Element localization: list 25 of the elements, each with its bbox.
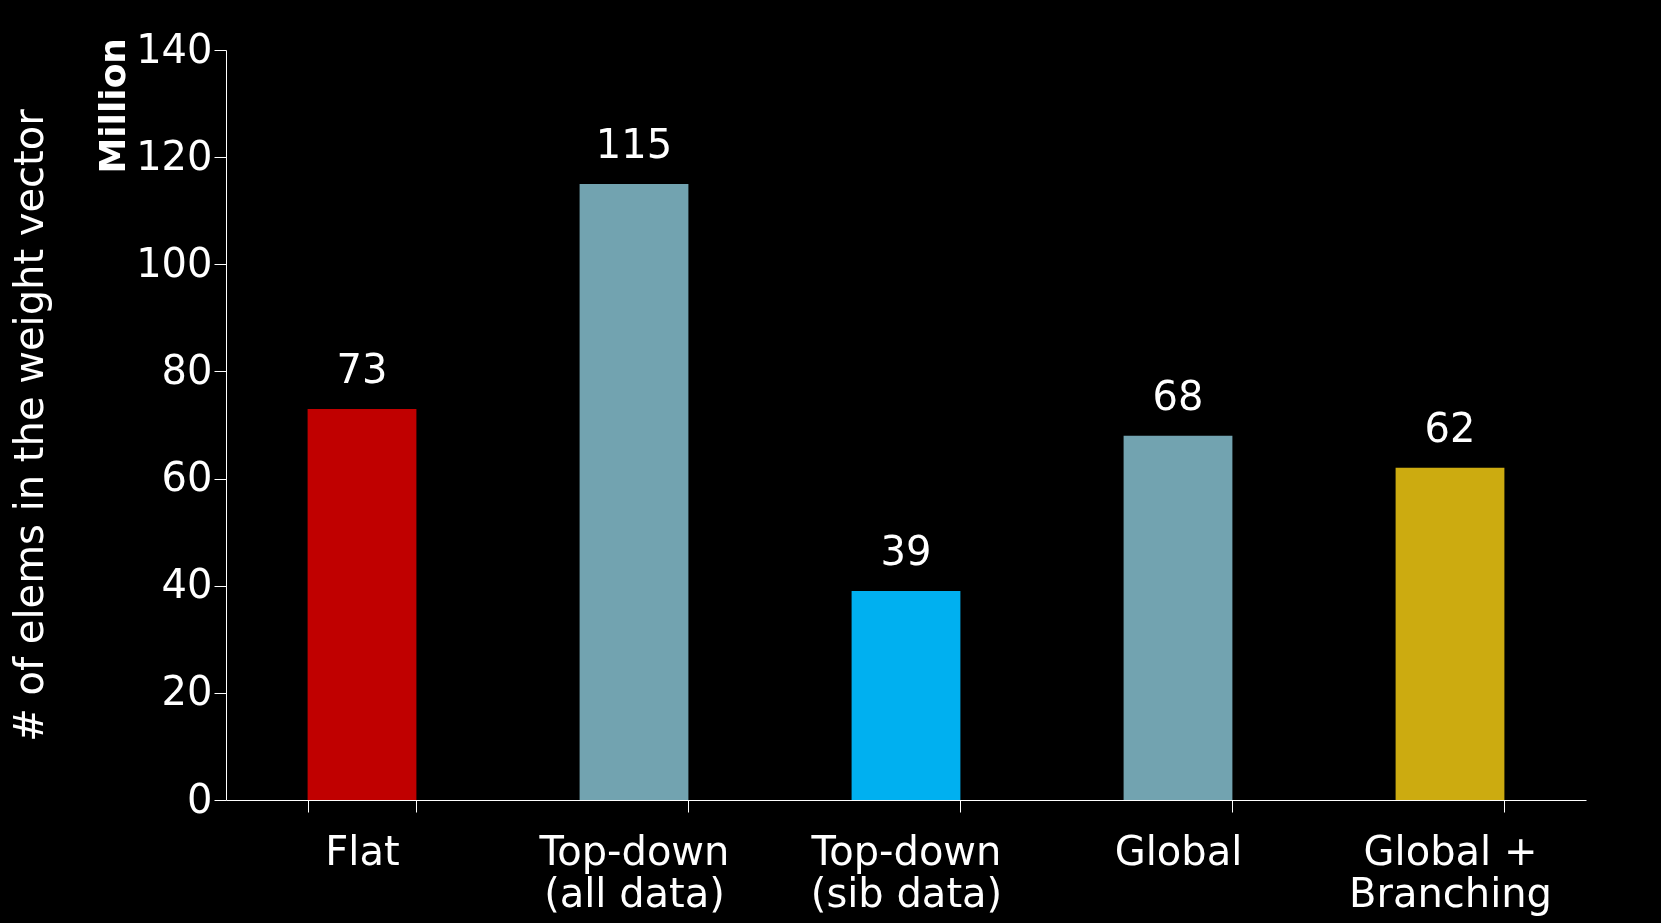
y-tick-label: 20 — [161, 668, 213, 715]
y-tick-label: 100 — [136, 239, 213, 286]
x-tick-label: Flat — [325, 827, 400, 874]
y-tick-label: 80 — [161, 346, 213, 393]
x-tick-label: Top-down (all data) — [538, 827, 730, 916]
y-axis-title: # of elems in the weight vector — [6, 108, 53, 742]
x-tick-label: Top-down (sib data) — [810, 827, 1003, 916]
y-tick-label: 60 — [161, 454, 213, 501]
bar — [1395, 467, 1505, 800]
x-tick-label: Global — [1114, 827, 1243, 874]
data-label: 73 — [336, 345, 388, 392]
data-label: 62 — [1424, 404, 1476, 451]
data-label: 115 — [595, 120, 673, 167]
y-tick-label: 0 — [187, 775, 213, 822]
y-tick-label: 40 — [161, 561, 213, 608]
data-label: 68 — [1152, 372, 1204, 419]
bar — [851, 591, 961, 800]
bar — [1123, 435, 1233, 800]
text: Million — [92, 38, 133, 174]
data-label: 39 — [880, 528, 932, 575]
bar — [307, 408, 417, 800]
y-tick-label: 120 — [136, 132, 213, 179]
x-tick-label: Global + Branching — [1349, 827, 1552, 916]
bar — [579, 183, 689, 800]
y-tick-label: 140 — [136, 25, 213, 72]
